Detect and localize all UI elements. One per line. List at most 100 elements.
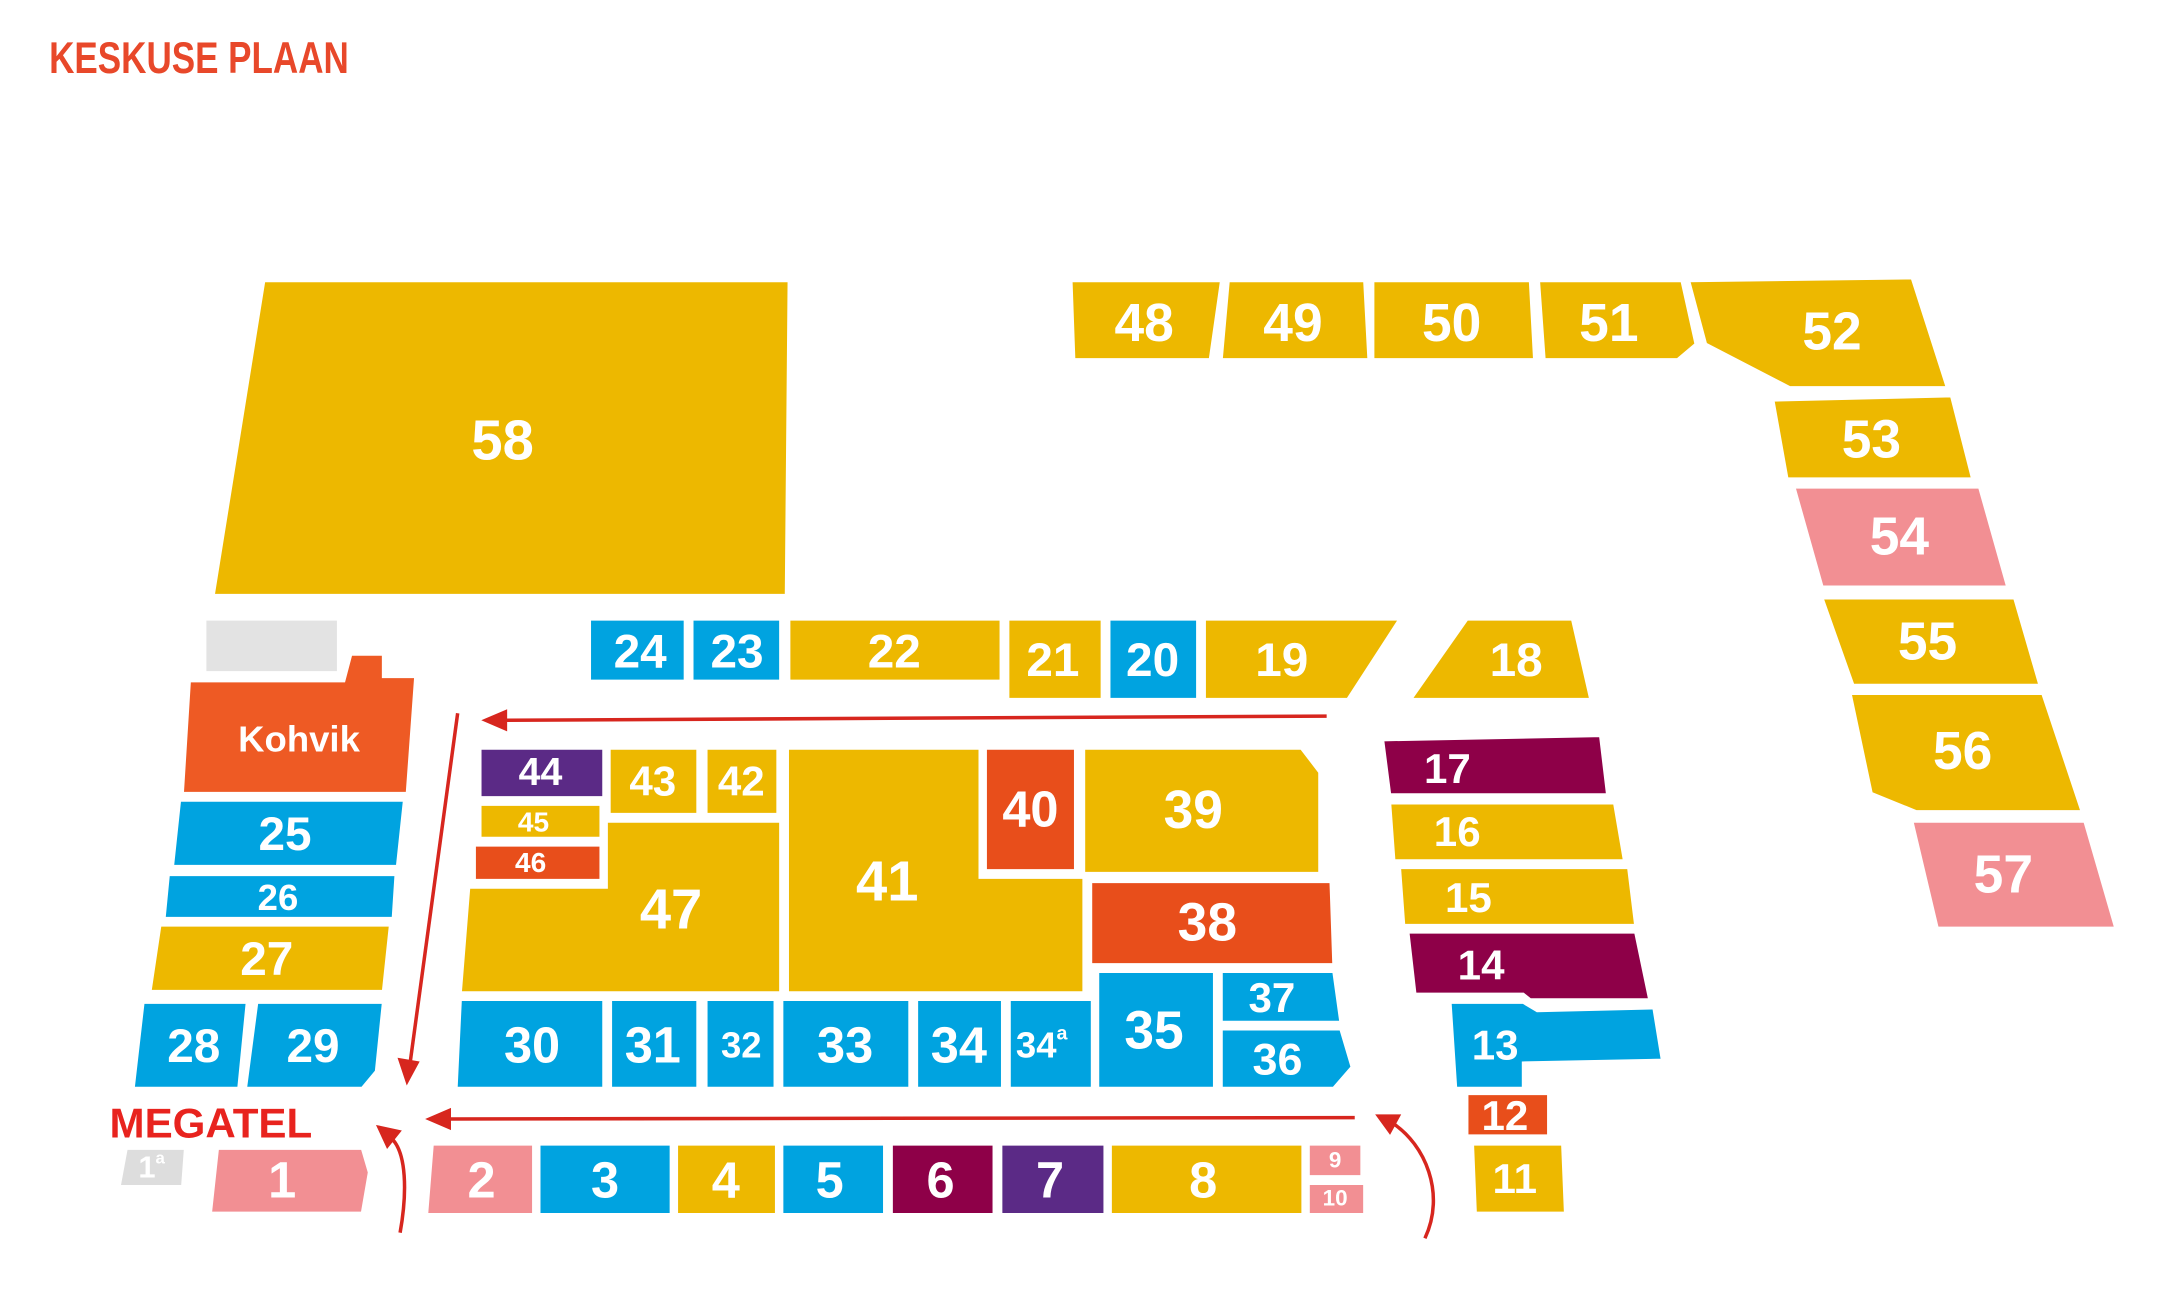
shop-unit: 33 [780, 998, 912, 1090]
unlabeled-area [206, 620, 337, 672]
shop-unit: 2 [425, 1142, 535, 1216]
unit-label: 13 [1472, 1021, 1519, 1068]
unit-shape [1007, 998, 1094, 1090]
unit-number: 17 [1424, 745, 1471, 792]
unit-number: 1 [138, 1149, 155, 1184]
unit-number: 9 [1329, 1147, 1342, 1172]
unit-shape [999, 1142, 1107, 1216]
unit-number: 7 [1036, 1151, 1064, 1208]
unit-shape [607, 746, 700, 816]
shop-unit: 16 [1388, 801, 1626, 863]
shop-unit: 34 [915, 998, 1004, 1090]
unit-label: 3 [591, 1151, 619, 1208]
unit-number: 57 [1974, 845, 2033, 904]
unit-number: 51 [1579, 293, 1638, 352]
unit-shape [1465, 1092, 1550, 1138]
shop-unit: Kohvik [181, 652, 418, 795]
unit-number: 49 [1263, 293, 1322, 352]
shop-unit: 49 [1219, 279, 1371, 361]
shop-unit: 11 [1471, 1142, 1567, 1215]
unit-label: 22 [868, 625, 921, 678]
unit-number: 12 [1482, 1091, 1529, 1138]
store-marker: MEGATEL [110, 1100, 313, 1147]
shop-unit: 15 [1398, 866, 1638, 927]
unit-number: 16 [1434, 808, 1481, 855]
unit-shape [478, 803, 603, 840]
shop-unit: 58 [211, 279, 791, 597]
unit-number: 1 [268, 1151, 296, 1208]
unit-shape [915, 998, 1004, 1090]
unit-number: 29 [287, 1019, 340, 1072]
unit-shape [171, 798, 406, 868]
unit-shape [537, 1142, 673, 1216]
unit-shape [984, 746, 1077, 872]
unit-label: 29 [287, 1019, 340, 1072]
shop-unit: 28 [131, 1001, 249, 1090]
shop-unit: 36 [1219, 1027, 1354, 1090]
unit-label: 53 [1842, 410, 1901, 469]
unit-label: 42 [718, 757, 765, 804]
shop-unit: 8 [1109, 1142, 1305, 1216]
unit-shape [1388, 801, 1626, 863]
shop-unit: 57 [1910, 819, 2118, 930]
shop-unit: 52 [1687, 276, 1950, 389]
unit-shape [454, 998, 606, 1090]
unit-shape [425, 1142, 535, 1216]
unit-label: 34 [931, 1016, 987, 1073]
walking-arrows [375, 709, 1436, 1240]
unit-label: 55 [1898, 612, 1957, 671]
shop-unit: 39 [1082, 746, 1322, 875]
unit-number: 10 [1323, 1185, 1348, 1210]
shop-unit: 30 [454, 998, 606, 1090]
unit-number: 38 [1178, 893, 1237, 952]
shop-unit: 14 [1406, 930, 1652, 1002]
unit-shape [209, 1147, 371, 1215]
shop-unit: 3 [537, 1142, 673, 1216]
unit-number: 56 [1933, 722, 1992, 781]
unit-number: 15 [1445, 874, 1492, 921]
unit-label: 18 [1490, 633, 1543, 686]
shop-unit: 1a [117, 1147, 187, 1188]
unit-suffix: a [1057, 1023, 1069, 1045]
unit-shape [473, 843, 603, 882]
unit-number: 18 [1490, 633, 1543, 686]
unit-label: 58 [471, 408, 533, 471]
unit-shape [148, 923, 392, 993]
unit-shape [1406, 930, 1652, 1002]
unit-number: 50 [1422, 293, 1481, 352]
unit-shape [1687, 276, 1950, 389]
unit-label: 1 [268, 1151, 296, 1208]
unit-number: 36 [1253, 1033, 1303, 1084]
unit-shape [1307, 1182, 1366, 1216]
unit-number: Kohvik [238, 718, 360, 759]
unit-label: 7 [1036, 1151, 1064, 1208]
shop-unit: 45 [478, 803, 603, 840]
unit-number: 6 [927, 1151, 955, 1208]
unit-shape [1448, 1001, 1664, 1090]
unit-number: 22 [868, 625, 921, 678]
unit-shape [1537, 279, 1698, 361]
unit-shape [1371, 279, 1536, 361]
shop-unit: 55 [1820, 596, 2042, 687]
unit-number: 11 [1493, 1154, 1538, 1201]
unit-shape [704, 746, 780, 816]
unit-number: 42 [718, 757, 765, 804]
shop-unit: 23 [690, 617, 782, 683]
unit-shape [1203, 617, 1403, 701]
unit-label: 48 [1114, 293, 1173, 352]
shop-unit: 27 [148, 923, 392, 993]
unit-number: 8 [1189, 1151, 1217, 1208]
shop-unit: 40 [984, 746, 1077, 872]
unit-number: 45 [518, 806, 549, 837]
unit-shape [162, 873, 398, 920]
unit-label: 38 [1178, 893, 1237, 952]
unit-shape [1307, 1142, 1364, 1178]
unit-number: 46 [515, 847, 546, 878]
unit-shape [1089, 880, 1336, 966]
unit-label: 36 [1253, 1033, 1303, 1084]
unit-label: 32 [721, 1024, 762, 1065]
shop-unit: 24 [588, 617, 687, 683]
unit-number: 39 [1164, 781, 1223, 840]
unit-shape [690, 617, 782, 683]
